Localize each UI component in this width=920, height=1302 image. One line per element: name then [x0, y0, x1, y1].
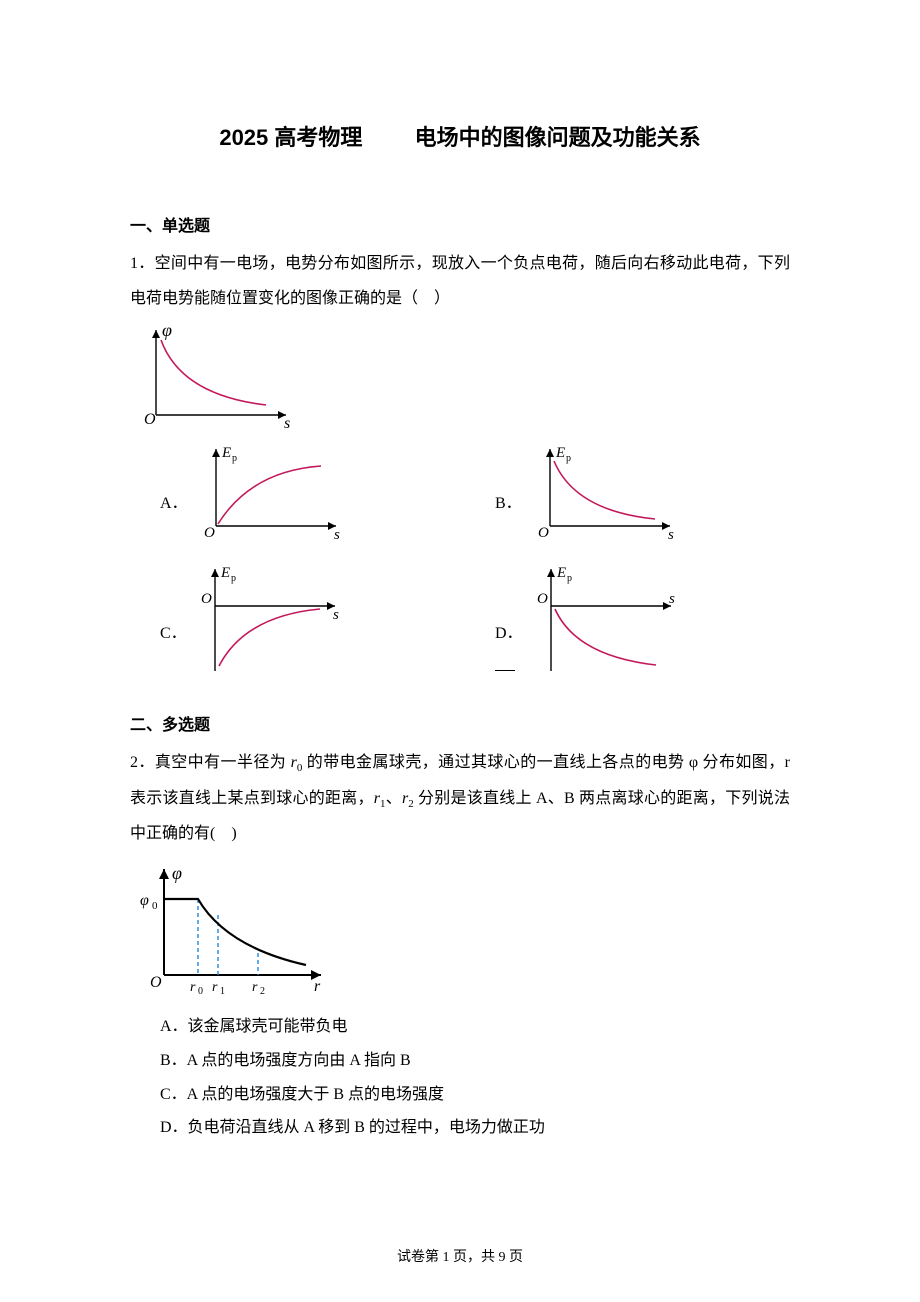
- svg-text:r: r: [190, 980, 196, 995]
- svg-text:O: O: [204, 525, 215, 541]
- svg-text:φ: φ: [172, 863, 182, 883]
- option-D-underline: [495, 670, 515, 671]
- svg-text:s: s: [284, 415, 290, 430]
- svg-text:r: r: [314, 978, 321, 995]
- q2-text-a: 2．真空中有一半径为: [130, 754, 291, 771]
- option-A[interactable]: A． O s E p: [160, 441, 455, 541]
- option-D-graph: O s E p: [531, 561, 681, 681]
- title-right: 电场中的图像问题及功能关系: [415, 125, 701, 150]
- choice-B[interactable]: B．A 点的电场强度方向由 A 指向 B: [160, 1044, 790, 1078]
- svg-text:r: r: [252, 980, 258, 995]
- svg-text:p: p: [231, 573, 236, 584]
- svg-text:p: p: [232, 453, 237, 464]
- q1-stem: 1．空间中有一电场，电势分布如图所示，现放入一个负点电荷，随后向右移动此电荷，下…: [130, 246, 790, 316]
- option-B[interactable]: B． O s E p: [495, 441, 790, 541]
- q1-options: A． O s E p B． O s E p C．: [160, 441, 790, 681]
- svg-text:0: 0: [198, 986, 203, 997]
- option-C-graph: O s E p: [195, 561, 345, 681]
- option-B-label: B．: [495, 469, 522, 513]
- svg-text:E: E: [556, 565, 566, 581]
- page-footer: 试卷第 1 页，共 9 页: [0, 1246, 920, 1266]
- svg-text:O: O: [144, 411, 156, 428]
- q2-graph: O r φ φ 0 r 0 r 1 r 2: [136, 857, 790, 1002]
- svg-text:O: O: [537, 591, 548, 607]
- option-B-graph: O s E p: [530, 441, 680, 541]
- q2-r2: r2: [402, 790, 414, 807]
- svg-text:O: O: [201, 591, 212, 607]
- q2-r0: r0: [291, 754, 303, 771]
- choice-C[interactable]: C．A 点的电场强度大于 B 点的电场强度: [160, 1078, 790, 1112]
- svg-text:φ: φ: [162, 320, 172, 340]
- svg-text:E: E: [555, 445, 565, 461]
- choice-D[interactable]: D．负电荷沿直线从 A 移到 B 的过程中，电场力做正功: [160, 1111, 790, 1145]
- svg-text:s: s: [668, 527, 674, 541]
- section-1-heading: 一、单选题: [130, 212, 790, 236]
- svg-text:p: p: [567, 573, 572, 584]
- q2-stem: 2．真空中有一半径为 r0 的带电金属球壳，通过其球心的一直线上各点的电势 φ …: [130, 745, 790, 851]
- q1-stem-graph: O s φ: [136, 320, 790, 435]
- choice-A[interactable]: A．该金属球壳可能带负电: [160, 1010, 790, 1044]
- option-A-label: A．: [160, 469, 188, 513]
- option-C[interactable]: C． O s E p: [160, 561, 455, 681]
- q2-sep: 、: [386, 790, 403, 807]
- option-C-label: C．: [160, 599, 187, 643]
- svg-text:1: 1: [220, 986, 225, 997]
- title-left: 2025 高考物理: [219, 125, 362, 150]
- svg-text:s: s: [334, 527, 340, 541]
- page-title: 2025 高考物理 电场中的图像问题及功能关系: [130, 120, 790, 152]
- q2-r1: r1: [374, 790, 386, 807]
- svg-text:O: O: [150, 974, 162, 991]
- svg-text:2: 2: [260, 986, 265, 997]
- svg-text:s: s: [669, 591, 675, 607]
- svg-text:E: E: [221, 445, 231, 461]
- svg-text:p: p: [566, 453, 571, 464]
- option-D-label: D．: [495, 599, 523, 643]
- svg-text:E: E: [220, 565, 230, 581]
- option-D[interactable]: D． O s E p: [495, 561, 790, 681]
- q2-choices: A．该金属球壳可能带负电 B．A 点的电场强度方向由 A 指向 B C．A 点的…: [160, 1010, 790, 1144]
- section-2-heading: 二、多选题: [130, 711, 790, 735]
- svg-text:r: r: [212, 980, 218, 995]
- svg-text:O: O: [538, 525, 549, 541]
- option-A-graph: O s E p: [196, 441, 346, 541]
- svg-text:0: 0: [152, 900, 158, 912]
- svg-text:φ: φ: [140, 892, 149, 909]
- svg-text:s: s: [333, 607, 339, 623]
